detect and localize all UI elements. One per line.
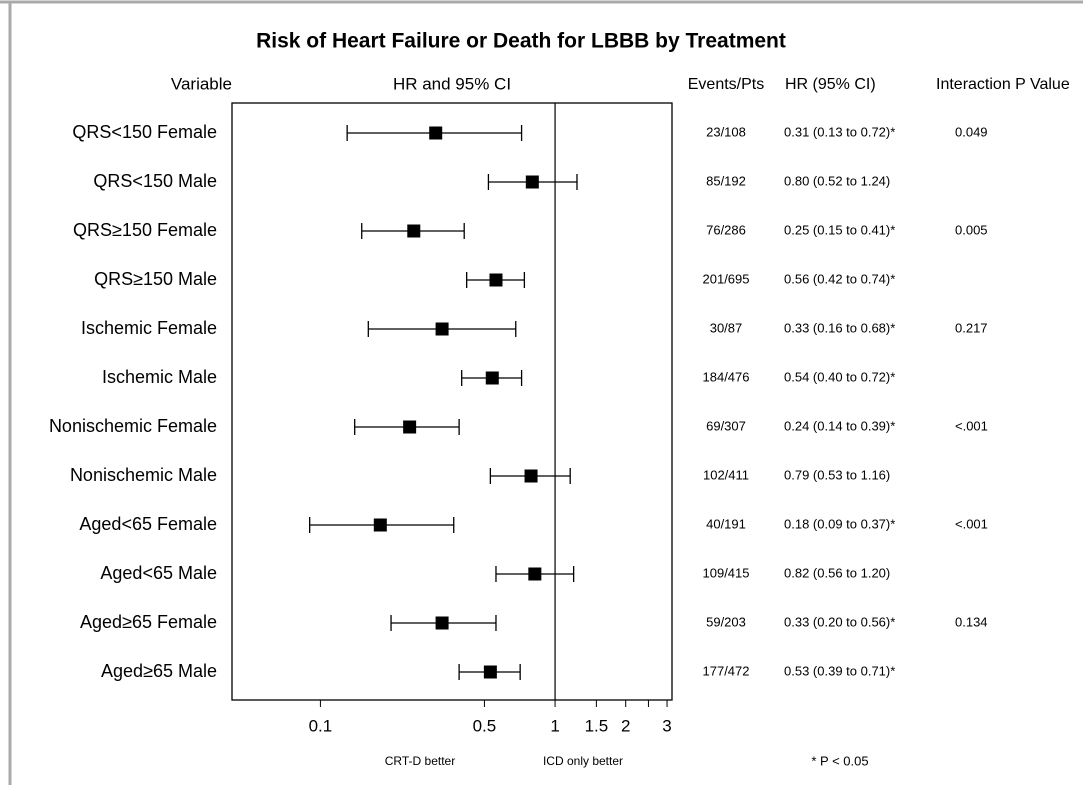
p-value: <.001 xyxy=(955,516,988,531)
hr-point xyxy=(525,175,539,189)
hr-point xyxy=(403,420,417,434)
column-header: Variable xyxy=(171,74,232,93)
events: 201/695 xyxy=(703,271,750,286)
events: 59/203 xyxy=(706,614,746,629)
x-tick-label: 3 xyxy=(662,716,671,735)
row-label: Aged<65 Female xyxy=(79,514,217,534)
row-label: QRS≥150 Male xyxy=(94,269,217,289)
x-tick-label: 0.1 xyxy=(309,716,333,735)
hr-point xyxy=(435,616,449,630)
p-value: <.001 xyxy=(955,418,988,433)
plot-box xyxy=(231,102,673,701)
hr-label: 0.24 (0.14 to 0.39)* xyxy=(784,418,895,433)
p-value: 0.049 xyxy=(955,124,988,139)
events: 177/472 xyxy=(703,663,750,678)
hr-label: 0.31 (0.13 to 0.72)* xyxy=(784,124,895,139)
hr-point xyxy=(407,224,421,238)
events: 69/307 xyxy=(706,418,746,433)
chart-title: Risk of Heart Failure or Death for LBBB … xyxy=(256,30,786,53)
row-label: Ischemic Male xyxy=(102,367,217,387)
x-tick-label: 2 xyxy=(621,716,630,735)
column-header: Interaction P Value xyxy=(936,76,1070,93)
hr-point xyxy=(429,126,443,140)
column-header: HR and 95% CI xyxy=(393,74,511,93)
hr-label: 0.25 (0.15 to 0.41)* xyxy=(784,222,895,237)
p-value: 0.217 xyxy=(955,320,988,335)
hr-label: 0.79 (0.53 to 1.16) xyxy=(784,467,890,482)
row-label: QRS<150 Female xyxy=(72,122,217,142)
hr-point xyxy=(483,665,497,679)
footnote: * P < 0.05 xyxy=(811,753,868,768)
hr-label: 0.80 (0.52 to 1.24) xyxy=(784,173,890,188)
events: 109/415 xyxy=(703,565,750,580)
events: 40/191 xyxy=(706,516,746,531)
hr-label: 0.56 (0.42 to 0.74)* xyxy=(784,271,895,286)
column-header: HR (95% CI) xyxy=(785,76,876,93)
p-value: 0.134 xyxy=(955,614,988,629)
hr-point xyxy=(435,322,449,336)
hr-point xyxy=(485,371,499,385)
hr-label: 0.53 (0.39 to 0.71)* xyxy=(784,663,895,678)
hr-label: 0.33 (0.16 to 0.68)* xyxy=(784,320,895,335)
hr-point xyxy=(373,518,387,532)
row-label: Ischemic Female xyxy=(81,318,217,338)
x-tick-label: 1 xyxy=(550,716,559,735)
hr-point xyxy=(489,273,503,287)
hr-point xyxy=(528,567,542,581)
column-header: Events/Pts xyxy=(688,76,764,93)
events: 76/286 xyxy=(706,222,746,237)
hr-label: 0.54 (0.40 to 0.72)* xyxy=(784,369,895,384)
row-label: Nonischemic Male xyxy=(70,465,217,485)
events: 23/108 xyxy=(706,124,746,139)
x-tick-label: 0.5 xyxy=(473,716,497,735)
row-label: Aged<65 Male xyxy=(100,563,217,583)
row-label: QRS<150 Male xyxy=(93,171,217,191)
events: 102/411 xyxy=(703,467,749,482)
hr-label: 0.33 (0.20 to 0.56)* xyxy=(784,614,895,629)
x-tick-label: 1.5 xyxy=(585,716,609,735)
direction-note: CRT-D better xyxy=(385,754,455,768)
events: 85/192 xyxy=(706,173,746,188)
events: 184/476 xyxy=(703,369,750,384)
row-label: Aged≥65 Male xyxy=(101,661,217,681)
row-label: QRS≥150 Female xyxy=(73,220,217,240)
events: 30/87 xyxy=(710,320,743,335)
hr-point xyxy=(524,469,538,483)
direction-note: ICD only better xyxy=(543,754,623,768)
row-label: Nonischemic Female xyxy=(49,416,217,436)
hr-label: 0.18 (0.09 to 0.37)* xyxy=(784,516,895,531)
p-value: 0.005 xyxy=(955,222,988,237)
hr-label: 0.82 (0.56 to 1.20) xyxy=(784,565,890,580)
row-label: Aged≥65 Female xyxy=(80,612,217,632)
